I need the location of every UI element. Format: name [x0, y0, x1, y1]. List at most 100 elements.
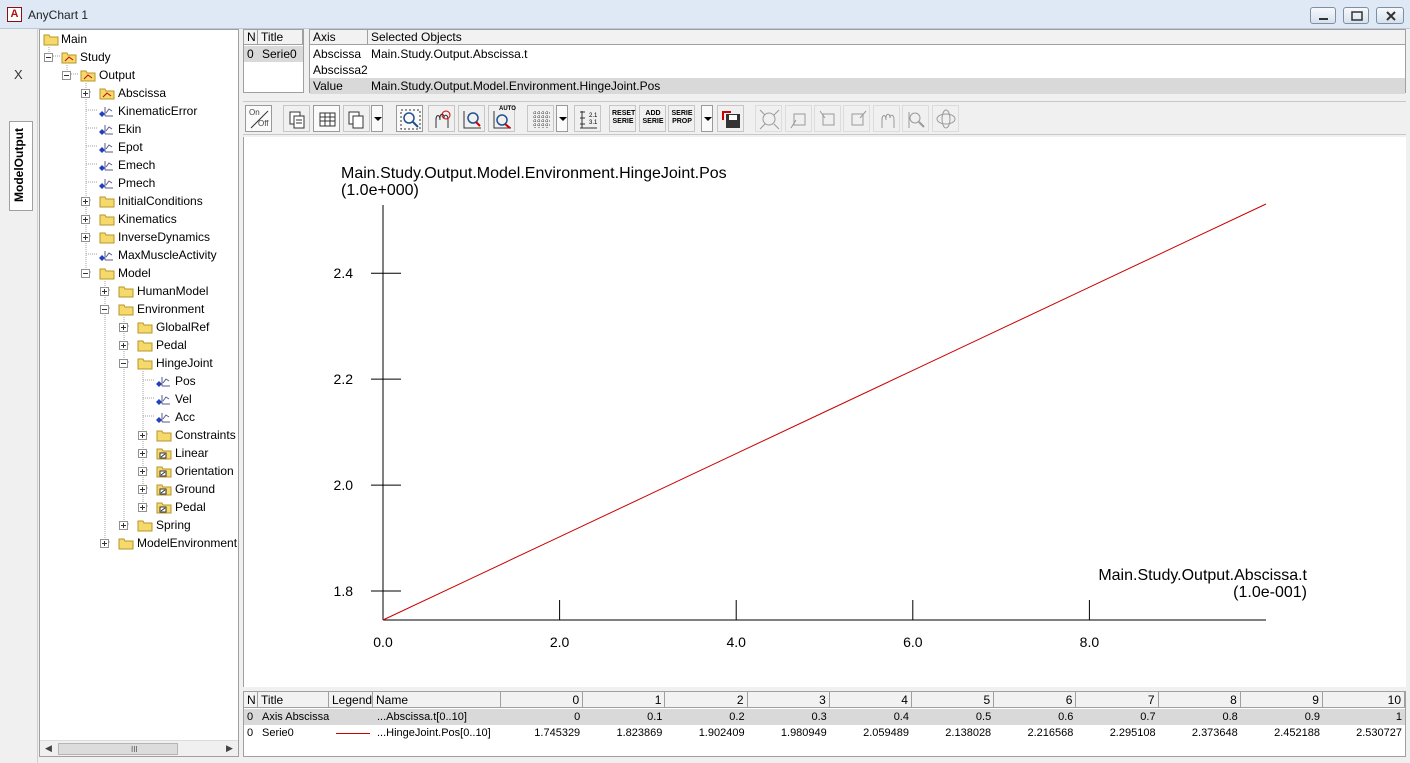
svg-text:3.1: 3.1 [589, 120, 598, 126]
chart-plot-area[interactable]: Main.Study.Output.Model.Environment.Hing… [243, 137, 1406, 687]
zoom-axis-button[interactable] [458, 105, 485, 132]
expand-icon[interactable] [100, 287, 109, 296]
output-value-icon [99, 125, 113, 135]
axis-scale-button[interactable]: 2.1 3.1 [574, 105, 601, 132]
grid-header-index-2[interactable]: 2 [665, 692, 748, 708]
rotate-y-button[interactable] [814, 105, 841, 132]
expand-icon[interactable] [100, 539, 109, 548]
column-header-axis[interactable]: Axis [310, 30, 368, 45]
scrollbar-thumb[interactable]: III [58, 743, 178, 755]
serie-properties-button[interactable]: SERIE PROP [668, 105, 695, 132]
on-off-toggle-button[interactable]: On Off [245, 105, 272, 132]
save-chart-button[interactable] [717, 105, 744, 132]
grid-table-icon [319, 112, 336, 127]
expand-icon[interactable] [119, 341, 128, 350]
expand-icon[interactable] [81, 215, 90, 224]
expand-icon[interactable] [138, 431, 147, 440]
folder-icon [137, 322, 153, 334]
expand-icon[interactable] [138, 503, 147, 512]
x-tick-label: 6.0 [903, 634, 923, 650]
grid-cell-value: 0.7 [1140, 711, 1156, 723]
grid-header-index-5[interactable]: 5 [912, 692, 995, 708]
tab-model-output[interactable]: ModelOutput [9, 121, 33, 211]
collapse-icon[interactable] [100, 305, 109, 314]
tree-horizontal-scrollbar[interactable]: ◀ III ▶ [40, 740, 238, 756]
expand-icon[interactable] [81, 233, 90, 242]
orbit-3d-button[interactable] [932, 105, 959, 132]
zoom-box-button[interactable] [396, 105, 423, 132]
collapse-icon[interactable] [81, 269, 90, 278]
pan-3d-button[interactable] [873, 105, 900, 132]
column-header-n[interactable]: N [244, 30, 258, 45]
grid-cell-value: 0.8 [1222, 711, 1238, 723]
grid-cell-name: ...Abscissa.t[0..10] [377, 711, 467, 723]
minimize-button[interactable] [1310, 7, 1336, 24]
grid-header-index-8[interactable]: 8 [1158, 692, 1241, 708]
expand-icon[interactable] [138, 467, 147, 476]
collapse-icon[interactable] [62, 71, 71, 80]
grid-header-index-4[interactable]: 4 [829, 692, 912, 708]
grid-header-index-6[interactable]: 6 [994, 692, 1077, 708]
grid-header-index-1[interactable]: 1 [583, 692, 666, 708]
serie-dropdown-button[interactable] [701, 105, 713, 132]
axis-selection-table[interactable]: Axis Selected Objects Abscissa Main.Stud… [309, 29, 1406, 94]
output-value-icon [156, 395, 170, 405]
copy-dropdown-button[interactable] [371, 105, 383, 132]
rotate-z-button[interactable] [843, 105, 870, 132]
axis-row-abscissa[interactable]: Abscissa Main.Study.Output.Abscissa.t [313, 47, 528, 61]
expand-icon[interactable] [119, 521, 128, 530]
expand-icon[interactable] [81, 89, 90, 98]
grid-header-title[interactable]: Title [258, 692, 329, 708]
model-tree[interactable]: Main Study Output Abscissa KinematicErro… [39, 29, 239, 757]
close-button[interactable] [1376, 7, 1404, 24]
folder-icon [99, 268, 115, 280]
table-view-button[interactable] [313, 105, 340, 132]
copy-button[interactable] [283, 105, 310, 132]
auto-zoom-button[interactable]: AUTO [488, 105, 516, 132]
zoom-3d-button[interactable] [902, 105, 929, 132]
axis-row-value[interactable]: Value Main.Study.Output.Model.Environmen… [310, 78, 1405, 94]
column-header-title[interactable]: Title [258, 30, 303, 45]
expand-icon[interactable] [138, 449, 147, 458]
data-grid-row-abscissa[interactable]: 0 Axis Abscissa ...Abscissa.t[0..10] 0 0.… [244, 709, 1405, 725]
rotate-y-icon [819, 110, 835, 126]
rotate-x-button[interactable] [785, 105, 812, 132]
side-panel-close-button[interactable]: X [14, 67, 23, 82]
serie-data-grid[interactable]: N Title Legend Name 0 1 2 3 4 5 6 7 8 9 10 0 Axis … [243, 691, 1406, 757]
grid-cell-value: 0.5 [975, 711, 992, 723]
y-tick-label: 2.0 [334, 477, 354, 493]
folder-icon [99, 196, 115, 208]
folder-icon [156, 430, 172, 442]
serie-row[interactable]: 0 Serie0 [244, 46, 303, 62]
expand-icon[interactable] [81, 197, 90, 206]
pan-zoom-button[interactable] [428, 105, 455, 132]
folder-icon [137, 520, 153, 532]
grid-header-name[interactable]: Name [373, 692, 501, 708]
scroll-left-icon[interactable]: ◀ [45, 743, 52, 753]
grid-header-index-9[interactable]: 9 [1240, 692, 1323, 708]
grid-header-index-7[interactable]: 7 [1076, 692, 1159, 708]
maximize-button[interactable] [1343, 7, 1369, 24]
fit-view-button[interactable] [755, 105, 782, 132]
column-header-selected-objects[interactable]: Selected Objects [368, 30, 1405, 45]
grid-header-index-3[interactable]: 3 [747, 692, 830, 708]
expand-icon[interactable] [119, 323, 128, 332]
grid-toggle-button[interactable] [527, 105, 554, 132]
grid-cell-value: 2.295108 [1109, 727, 1156, 739]
paste-button[interactable] [343, 105, 370, 132]
add-serie-button[interactable]: ADD SERIE [639, 105, 666, 132]
reset-serie-button[interactable]: RESET SERIE [609, 105, 636, 132]
collapse-icon[interactable] [119, 359, 128, 368]
scroll-right-icon[interactable]: ▶ [226, 743, 233, 753]
axis-row-abscissa2[interactable]: Abscissa2 [313, 63, 368, 77]
zoom-icon [908, 112, 925, 128]
grid-header-index-10[interactable]: 10 [1323, 692, 1405, 708]
expand-icon[interactable] [138, 485, 147, 494]
serie-list-table[interactable]: N Title 0 Serie0 [243, 29, 304, 93]
collapse-icon[interactable] [44, 53, 53, 62]
grid-header-legend[interactable]: Legend [329, 692, 373, 708]
grid-dropdown-button[interactable] [556, 105, 568, 132]
data-grid-row-serie0[interactable]: 0 Serie0 ...HingeJoint.Pos[0..10] 1.7453… [244, 725, 1405, 741]
grid-header-index-0[interactable]: 0 [501, 692, 584, 708]
grid-header-n[interactable]: N [244, 692, 258, 708]
